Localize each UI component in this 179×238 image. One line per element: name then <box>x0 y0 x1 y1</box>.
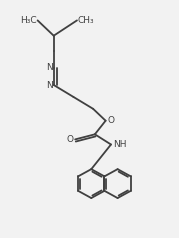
Text: N: N <box>46 80 53 89</box>
Text: CH₃: CH₃ <box>78 16 95 25</box>
Text: N: N <box>46 64 53 73</box>
Text: H₃C: H₃C <box>20 16 37 25</box>
Text: O: O <box>107 116 114 125</box>
Text: O: O <box>66 135 73 144</box>
Text: NH: NH <box>113 140 126 149</box>
